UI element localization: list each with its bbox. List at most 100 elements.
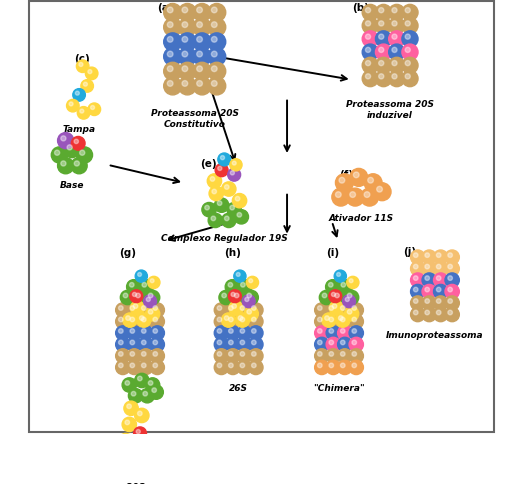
Circle shape — [193, 4, 211, 22]
Circle shape — [379, 48, 384, 53]
Circle shape — [202, 203, 216, 217]
Circle shape — [225, 280, 240, 294]
Circle shape — [436, 276, 441, 281]
Circle shape — [425, 287, 429, 292]
Circle shape — [74, 140, 78, 144]
Circle shape — [392, 35, 397, 40]
Circle shape — [182, 52, 188, 58]
Circle shape — [222, 214, 236, 228]
Circle shape — [61, 136, 66, 142]
Circle shape — [229, 363, 233, 368]
Circle shape — [240, 340, 245, 345]
Circle shape — [240, 352, 245, 357]
Circle shape — [228, 283, 233, 287]
Circle shape — [338, 361, 352, 375]
Circle shape — [127, 361, 142, 375]
Circle shape — [224, 185, 229, 190]
Circle shape — [343, 295, 356, 308]
Circle shape — [130, 352, 134, 357]
Circle shape — [234, 271, 246, 283]
Circle shape — [232, 291, 246, 305]
Circle shape — [208, 4, 226, 22]
Circle shape — [211, 23, 217, 29]
Circle shape — [120, 291, 134, 305]
Circle shape — [142, 363, 146, 368]
Circle shape — [317, 363, 322, 368]
Circle shape — [405, 35, 411, 40]
Circle shape — [232, 304, 236, 309]
Circle shape — [205, 206, 209, 211]
Text: Imunoproteassoma: Imunoproteassoma — [386, 331, 484, 340]
Circle shape — [208, 63, 226, 81]
Circle shape — [340, 318, 345, 322]
Circle shape — [64, 142, 80, 158]
Text: "Chimera": "Chimera" — [313, 383, 365, 393]
Circle shape — [425, 253, 429, 258]
Circle shape — [124, 401, 138, 416]
Text: (e): (e) — [200, 158, 217, 168]
Circle shape — [119, 329, 123, 333]
Circle shape — [138, 377, 142, 381]
Circle shape — [237, 326, 252, 340]
Circle shape — [405, 75, 411, 80]
Circle shape — [366, 9, 371, 14]
Circle shape — [139, 361, 153, 375]
Circle shape — [422, 296, 436, 311]
Circle shape — [349, 279, 353, 283]
Circle shape — [347, 310, 352, 315]
Circle shape — [405, 9, 411, 14]
Circle shape — [445, 285, 459, 299]
Circle shape — [340, 363, 345, 368]
Circle shape — [448, 265, 452, 270]
Circle shape — [248, 315, 263, 329]
Text: Complexo Regulador 19S: Complexo Regulador 19S — [161, 233, 288, 242]
Circle shape — [252, 318, 256, 322]
Circle shape — [167, 81, 173, 87]
Circle shape — [119, 363, 123, 368]
Circle shape — [167, 67, 173, 73]
Circle shape — [125, 420, 130, 425]
Circle shape — [79, 63, 83, 67]
Circle shape — [411, 262, 425, 276]
Circle shape — [252, 340, 256, 345]
Circle shape — [389, 32, 405, 48]
Circle shape — [214, 198, 229, 213]
Circle shape — [167, 23, 173, 29]
Circle shape — [362, 58, 378, 74]
Circle shape — [123, 294, 128, 298]
Circle shape — [214, 326, 229, 340]
Circle shape — [182, 81, 188, 87]
Circle shape — [122, 456, 126, 460]
Circle shape — [422, 262, 436, 276]
Circle shape — [228, 169, 241, 182]
Circle shape — [329, 318, 334, 322]
Circle shape — [76, 148, 93, 164]
Circle shape — [445, 296, 459, 311]
Circle shape — [85, 68, 98, 80]
Circle shape — [339, 178, 345, 184]
Circle shape — [218, 154, 231, 166]
Circle shape — [328, 283, 333, 287]
Circle shape — [230, 206, 234, 211]
Circle shape — [230, 171, 234, 176]
Circle shape — [349, 315, 363, 329]
Circle shape — [413, 299, 418, 303]
Circle shape — [76, 61, 89, 74]
Circle shape — [77, 107, 90, 120]
Circle shape — [226, 349, 240, 363]
Circle shape — [354, 173, 359, 179]
Circle shape — [182, 23, 188, 29]
Circle shape — [220, 156, 224, 160]
Circle shape — [208, 48, 226, 66]
Circle shape — [436, 265, 441, 270]
Circle shape — [130, 445, 135, 450]
Circle shape — [229, 290, 241, 303]
Circle shape — [178, 78, 196, 96]
Circle shape — [338, 349, 352, 363]
Circle shape — [373, 183, 391, 201]
Circle shape — [139, 303, 153, 318]
Circle shape — [326, 337, 340, 352]
Circle shape — [226, 315, 240, 329]
Circle shape — [224, 316, 229, 321]
Circle shape — [235, 197, 240, 201]
